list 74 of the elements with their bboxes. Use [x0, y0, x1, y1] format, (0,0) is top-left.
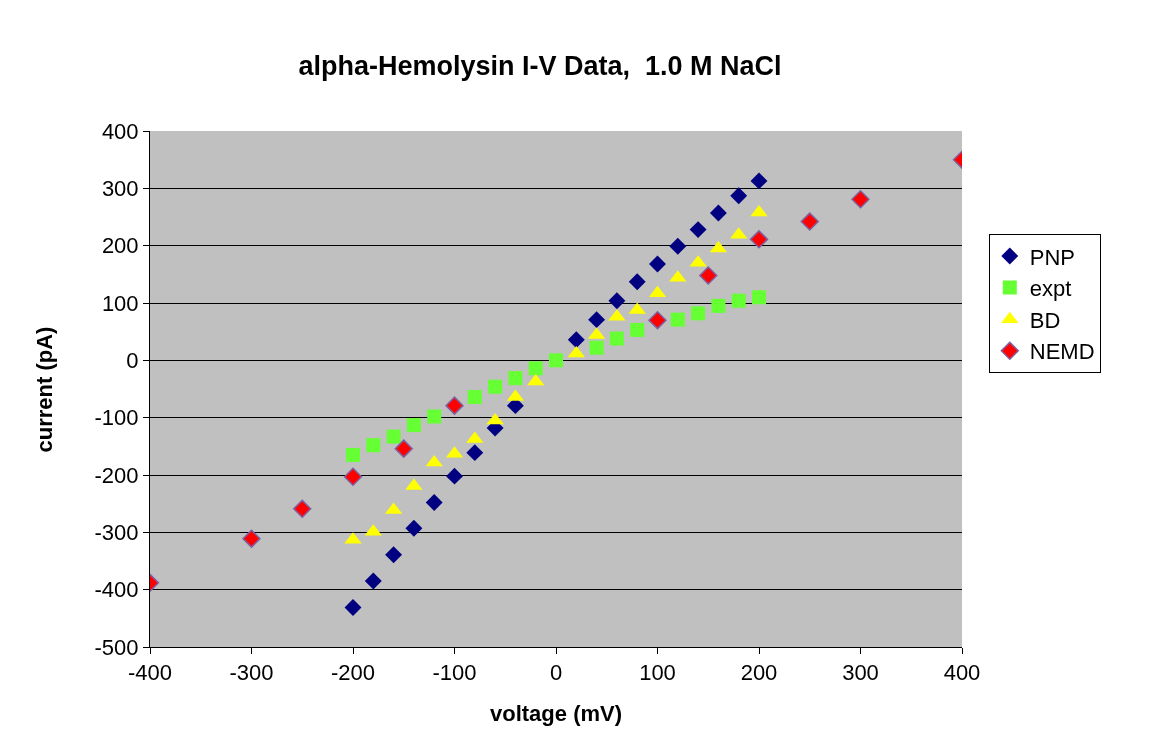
point — [528, 361, 543, 376]
point — [385, 546, 403, 564]
y-tick-label: -400 — [94, 577, 139, 603]
point — [670, 312, 685, 327]
point — [800, 212, 819, 231]
point — [699, 266, 718, 285]
legend-label: NEMD — [1029, 339, 1095, 365]
point — [425, 454, 443, 467]
point — [669, 237, 687, 255]
point — [750, 204, 768, 217]
point — [749, 230, 769, 249]
y-tick-label: -100 — [94, 405, 139, 431]
point — [567, 331, 585, 349]
legend-label: expt — [1029, 276, 1072, 302]
x-tick-label: 200 — [740, 660, 778, 686]
point — [549, 353, 563, 368]
point — [488, 379, 503, 394]
x-tick-label: -100 — [432, 660, 477, 686]
y-tick-label: 300 — [101, 176, 139, 202]
y-tick-label: 200 — [101, 233, 139, 259]
point — [691, 306, 706, 321]
x-tick-label: 300 — [842, 660, 879, 686]
point — [649, 255, 666, 273]
point — [366, 438, 381, 453]
y-axis-title: current (pA) — [32, 326, 58, 453]
point — [425, 494, 443, 511]
y-tick-label: 400 — [101, 118, 139, 144]
point — [242, 529, 261, 548]
point — [628, 273, 646, 291]
point — [446, 467, 463, 485]
x-tick-label: 400 — [943, 660, 981, 686]
point — [731, 293, 746, 308]
point — [343, 467, 363, 486]
point — [730, 187, 748, 205]
x-tick-label: -400 — [127, 660, 173, 686]
point — [711, 298, 726, 313]
x-tick-label: 100 — [639, 660, 676, 686]
chart-title: alpha-Hemolysin I-V Data, 1.0 M NaCl — [298, 51, 782, 82]
point — [427, 409, 442, 424]
x-tick-label: -300 — [229, 660, 274, 686]
y-tick-label: -500 — [94, 634, 139, 660]
x-tick-label: -200 — [330, 660, 376, 686]
point — [386, 429, 401, 444]
point — [648, 311, 667, 330]
point — [608, 292, 626, 310]
point — [508, 371, 523, 386]
x-tick-label: 0 — [549, 660, 563, 686]
point — [709, 204, 727, 222]
y-tick-label: -300 — [94, 520, 139, 546]
point — [445, 396, 464, 415]
legend-label: BD — [1029, 307, 1061, 333]
point — [630, 322, 645, 337]
point — [467, 390, 482, 405]
point — [588, 311, 606, 329]
point — [344, 598, 362, 616]
point — [750, 172, 768, 190]
point — [406, 418, 421, 433]
y-tick-label: 0 — [126, 348, 139, 374]
point — [364, 572, 382, 590]
point — [609, 331, 624, 346]
point — [346, 447, 360, 462]
legend-label: PNP — [1029, 244, 1076, 270]
point — [851, 190, 870, 209]
point — [589, 340, 604, 355]
point — [752, 290, 766, 305]
y-tick-label: -200 — [94, 462, 139, 488]
point — [689, 221, 707, 239]
point — [466, 444, 484, 462]
y-tick-label: 100 — [101, 290, 139, 316]
point — [293, 499, 312, 519]
point — [567, 345, 585, 358]
point — [405, 519, 423, 537]
point — [394, 439, 413, 458]
x-axis-title: voltage (mV) — [490, 701, 623, 726]
